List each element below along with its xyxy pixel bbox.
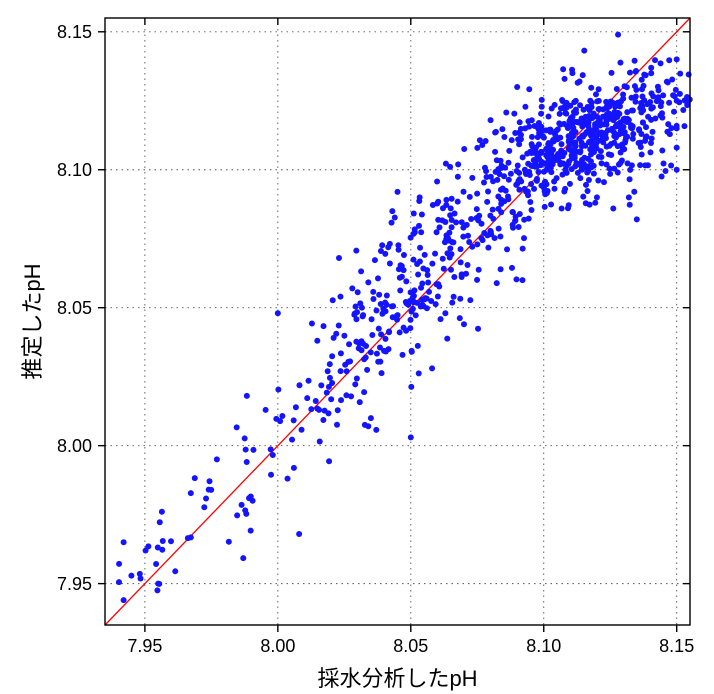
x-tick-label: 8.15 (659, 636, 694, 656)
y-tick-label: 8.15 (57, 22, 92, 42)
chart-svg: 7.95 8.00 8.05 8.10 8.15 7.95 8.00 8.05 8.10 8.15… (0, 0, 714, 694)
x-tick-label: 8.00 (260, 636, 295, 656)
x-tick-label: 8.05 (393, 636, 428, 656)
x-tick-label: 8.10 (526, 636, 561, 656)
y-axis-label: 推定したpH (20, 263, 45, 379)
x-tick-label: 7.95 (127, 636, 162, 656)
x-axis-label: 採水分析したpH (317, 666, 477, 691)
y-tick-label: 8.00 (57, 436, 92, 456)
y-tick-label: 8.10 (57, 160, 92, 180)
y-tick-label: 8.05 (57, 298, 92, 318)
scatter-chart: 7.95 8.00 8.05 8.10 8.15 7.95 8.00 8.05 8.10 8.15… (0, 0, 714, 694)
y-tick-label: 7.95 (57, 574, 92, 594)
